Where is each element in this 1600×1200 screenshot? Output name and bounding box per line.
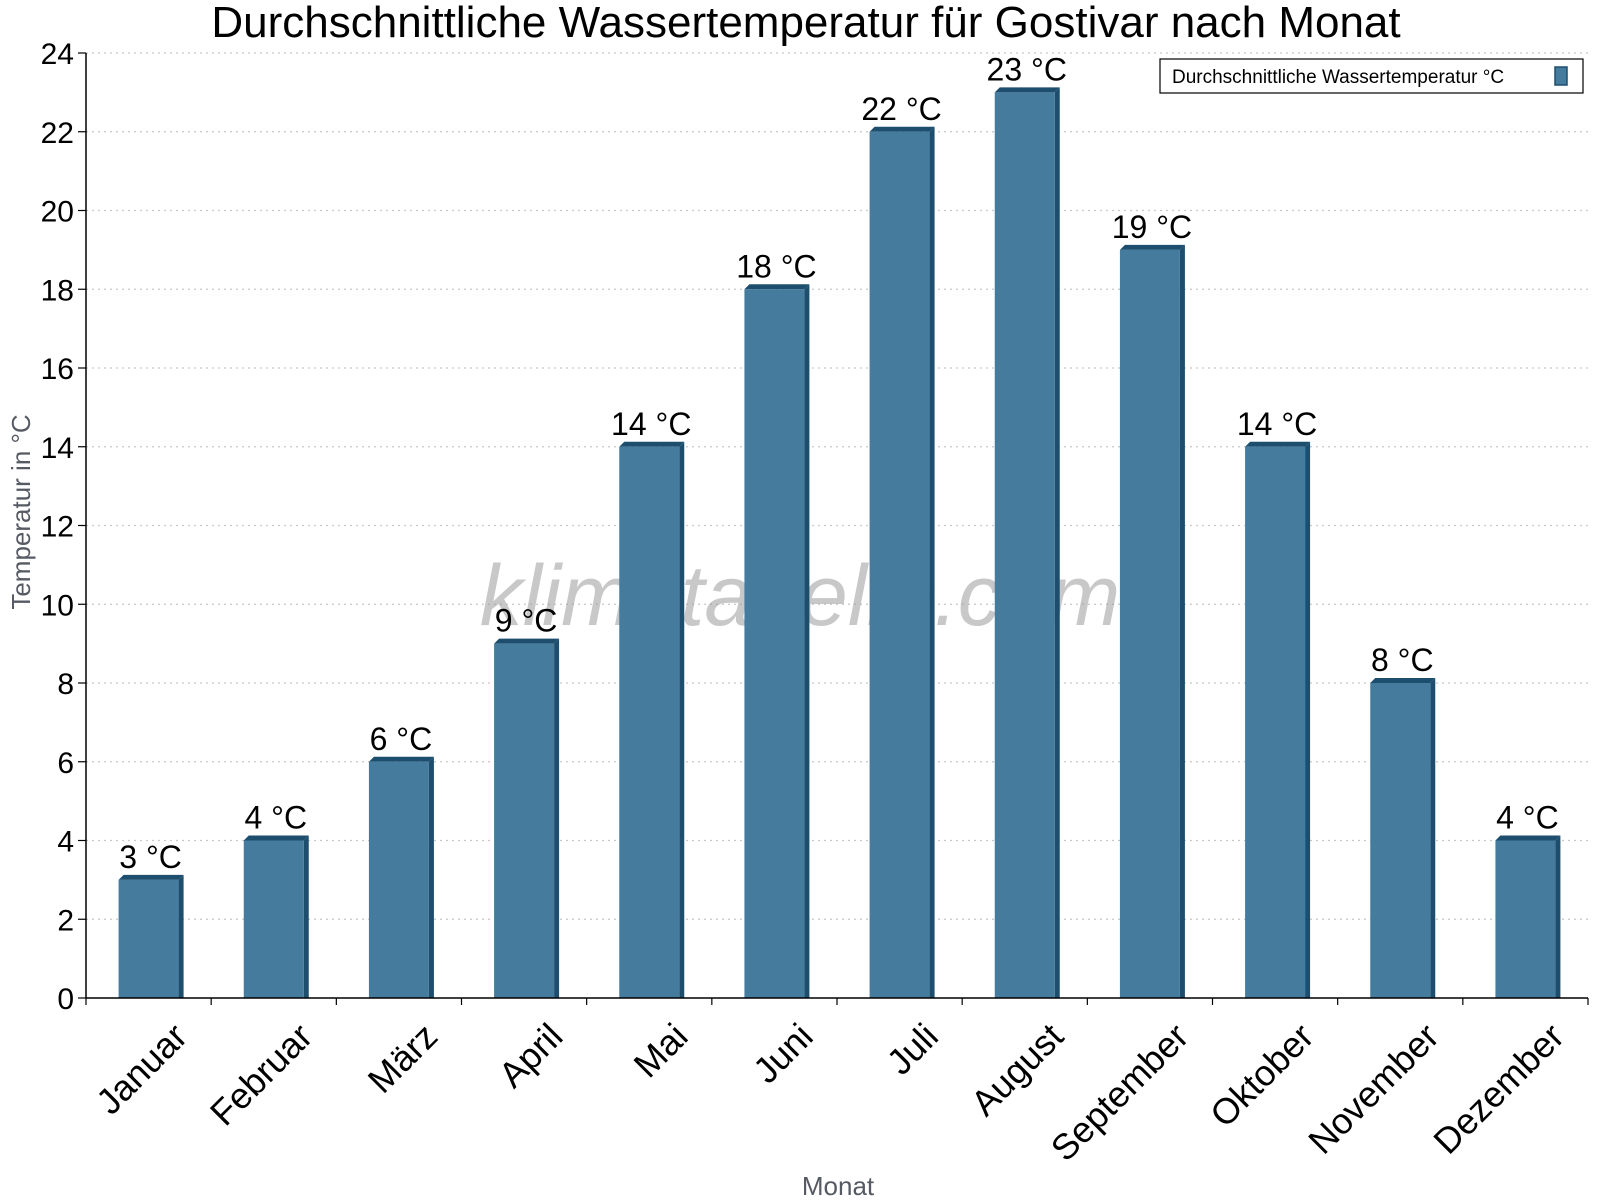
bar-side bbox=[1054, 87, 1060, 998]
bar[interactable] bbox=[869, 131, 930, 998]
bar[interactable] bbox=[1370, 683, 1431, 998]
y-tick-label: 6 bbox=[57, 747, 74, 780]
y-tick-label: 22 bbox=[41, 117, 74, 150]
legend-box bbox=[1159, 58, 1584, 94]
y-tick-label: 4 bbox=[57, 826, 74, 859]
bar[interactable] bbox=[494, 643, 555, 998]
y-axis-title: Temperatur in °C bbox=[6, 414, 36, 609]
y-tick-label: 10 bbox=[41, 589, 74, 622]
bar-side bbox=[303, 835, 309, 998]
bar-top bbox=[118, 874, 184, 880]
bar-top bbox=[869, 126, 935, 132]
bar[interactable] bbox=[1245, 446, 1306, 998]
bar-value-label: 4 °C bbox=[1496, 800, 1559, 836]
grid-lines bbox=[86, 52, 1588, 920]
bar-side bbox=[804, 284, 810, 998]
y-tick-label: 0 bbox=[57, 983, 74, 1016]
y-tick-label: 16 bbox=[41, 353, 74, 386]
bar-side bbox=[679, 441, 685, 998]
bar-value-label: 9 °C bbox=[495, 603, 558, 639]
y-tick-label: 20 bbox=[41, 196, 74, 229]
bar[interactable] bbox=[368, 761, 429, 998]
x-tick-label: April bbox=[490, 1015, 570, 1095]
legend[interactable]: Durchschnittliche Wassertemperatur °C bbox=[1159, 58, 1584, 94]
bar-value-label: 4 °C bbox=[244, 800, 307, 836]
x-tick-label: Oktober bbox=[1202, 1015, 1322, 1135]
bar-top bbox=[994, 87, 1060, 93]
x-tick-label: Mai bbox=[626, 1015, 696, 1085]
bar-value-label: 14 °C bbox=[611, 406, 691, 442]
bar-side bbox=[554, 638, 560, 998]
bar-top bbox=[1495, 835, 1561, 841]
bar-side bbox=[929, 126, 935, 998]
x-tick-label: Dezember bbox=[1425, 1015, 1571, 1161]
x-axis: Januar Februar März April Mai Juni Juli AugustS… bbox=[85, 997, 1589, 1169]
bar-side bbox=[1179, 244, 1185, 998]
x-tick-label: Juni bbox=[745, 1015, 821, 1091]
x-tick-label: Juli bbox=[879, 1015, 946, 1082]
bar-top bbox=[1370, 678, 1436, 683]
bar-value-label: 23 °C bbox=[987, 51, 1067, 87]
y-tick-label: 24 bbox=[41, 38, 74, 71]
bar[interactable] bbox=[1495, 840, 1556, 999]
bar[interactable] bbox=[1119, 249, 1180, 998]
y-tick-label: 14 bbox=[41, 432, 74, 465]
x-axis-title: Monat bbox=[802, 1171, 875, 1200]
bar-top bbox=[243, 835, 309, 841]
bar-value-label: 8 °C bbox=[1371, 642, 1434, 678]
bar-value-label: 14 °C bbox=[1237, 406, 1317, 442]
y-tick-label: 18 bbox=[41, 274, 74, 307]
x-tick-label: März bbox=[360, 1015, 446, 1101]
bar[interactable] bbox=[619, 446, 680, 998]
bar-value-label: 3 °C bbox=[119, 839, 182, 875]
y-tick-label: 8 bbox=[57, 668, 74, 701]
bar-side bbox=[1555, 835, 1561, 998]
bar-side bbox=[178, 874, 184, 998]
bar-top bbox=[744, 284, 810, 290]
x-tick-label: August bbox=[963, 1015, 1071, 1123]
bar-value-label: 22 °C bbox=[861, 91, 941, 127]
bar-side bbox=[1305, 441, 1311, 998]
bar-value-label: 18 °C bbox=[736, 248, 816, 284]
bar-top bbox=[619, 441, 685, 447]
bar-side bbox=[1430, 678, 1436, 998]
bar-top bbox=[368, 756, 434, 762]
legend-swatch bbox=[1554, 66, 1568, 86]
y-tick-label: 2 bbox=[57, 904, 74, 937]
chart-title: Durchschnittliche Wassertemperatur für G… bbox=[211, 0, 1400, 47]
legend-label: Durchschnittliche Wassertemperatur °C bbox=[1172, 67, 1504, 88]
bar-top bbox=[1245, 441, 1311, 447]
bar[interactable] bbox=[994, 92, 1055, 998]
bar-value-label: 19 °C bbox=[1112, 209, 1192, 245]
x-tick-label: November bbox=[1300, 1015, 1446, 1161]
bar-top bbox=[494, 638, 560, 644]
bar[interactable] bbox=[118, 879, 179, 998]
bar-side bbox=[428, 756, 434, 998]
bar[interactable] bbox=[243, 840, 304, 999]
bar-top bbox=[1119, 244, 1185, 250]
bar[interactable] bbox=[744, 289, 805, 998]
y-tick-label: 12 bbox=[41, 511, 74, 544]
x-tick-label: September bbox=[1043, 1015, 1197, 1169]
bar-value-label: 6 °C bbox=[370, 721, 433, 757]
x-tick-label: Januar bbox=[88, 1015, 195, 1122]
x-tick-label: Februar bbox=[202, 1015, 320, 1133]
bars: 3 °C 4 °C 6 °C 9 °C 14 °C 18 °C 22 °C 23 °C 19 °… bbox=[118, 51, 1561, 999]
